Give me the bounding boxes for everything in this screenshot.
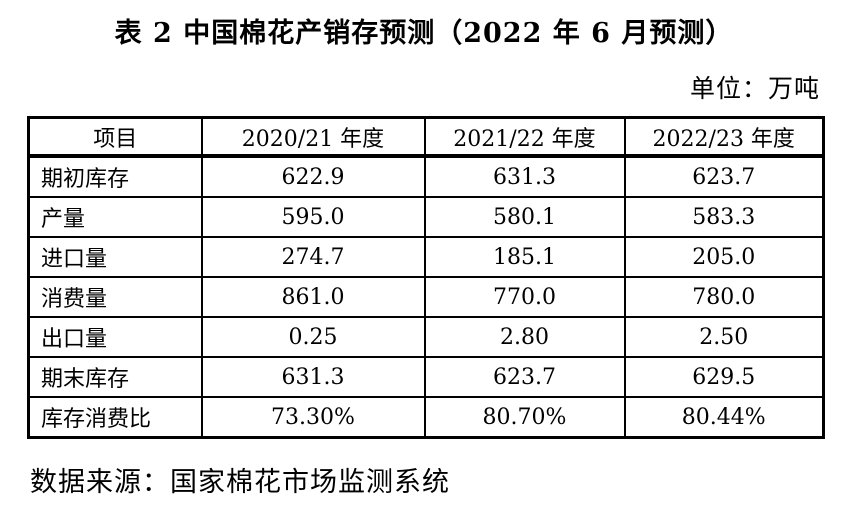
- unit-label: 单位：万吨: [689, 74, 820, 103]
- table-row-production: 产量 595.0 580.1 583.3: [27, 196, 825, 238]
- cell-value: 631.3: [200, 356, 426, 398]
- table-row-beginning-stock: 期初库存 622.9 631.3 623.7: [27, 155, 825, 198]
- row-label: 库存消费比: [27, 396, 203, 439]
- cell-value: 2.80: [423, 316, 626, 358]
- column-header-2021-22: 2021/22 年度: [423, 116, 626, 158]
- table-row-ending-stock: 期末库存 631.3 623.7 629.5: [27, 356, 825, 398]
- data-table: 项目 2020/21 年度 2021/22 年度 2022/23 年度 期初库存…: [27, 116, 825, 439]
- row-label: 期初库存: [27, 155, 203, 198]
- cell-value: 0.25: [200, 316, 426, 358]
- table-row-exports: 出口量 0.25 2.80 2.50: [27, 316, 825, 358]
- cell-value: 623.7: [623, 155, 825, 198]
- row-label: 进口量: [27, 236, 203, 278]
- cell-value: 583.3: [623, 196, 825, 238]
- column-header-2020-21: 2020/21 年度: [200, 116, 426, 158]
- cell-value: 629.5: [623, 356, 825, 398]
- cell-value: 861.0: [200, 276, 426, 318]
- source-note: 数据来源：国家棉花市场监测系统: [30, 467, 450, 498]
- cell-value: 780.0: [623, 276, 825, 318]
- cell-value: 73.30%: [200, 396, 426, 439]
- cell-value: 80.44%: [623, 396, 825, 439]
- cell-value: 595.0: [200, 196, 426, 238]
- column-header-2022-23: 2022/23 年度: [623, 116, 825, 158]
- cell-value: 185.1: [423, 236, 626, 278]
- cell-value: 205.0: [623, 236, 825, 278]
- cell-value: 770.0: [423, 276, 626, 318]
- cell-value: 580.1: [423, 196, 626, 238]
- row-label: 出口量: [27, 316, 203, 358]
- table-row-consumption: 消费量 861.0 770.0 780.0: [27, 276, 825, 318]
- cell-value: 622.9: [200, 155, 426, 198]
- page-title: 表 2 中国棉花产销存预测（2022 年 6 月预测）: [114, 18, 734, 49]
- cell-value: 80.70%: [423, 396, 626, 439]
- row-label: 期末库存: [27, 356, 203, 398]
- header-row: 项目 2020/21 年度 2021/22 年度 2022/23 年度: [27, 116, 825, 158]
- table-row-stock-to-use-ratio: 库存消费比 73.30% 80.70% 80.44%: [27, 396, 825, 439]
- cell-value: 623.7: [423, 356, 626, 398]
- cell-value: 2.50: [623, 316, 825, 358]
- row-label: 产量: [27, 196, 203, 238]
- row-label: 消费量: [27, 276, 203, 318]
- column-header-item: 项目: [27, 116, 203, 158]
- cell-value: 274.7: [200, 236, 426, 278]
- cell-value: 631.3: [423, 155, 626, 198]
- table-row-imports: 进口量 274.7 185.1 205.0: [27, 236, 825, 278]
